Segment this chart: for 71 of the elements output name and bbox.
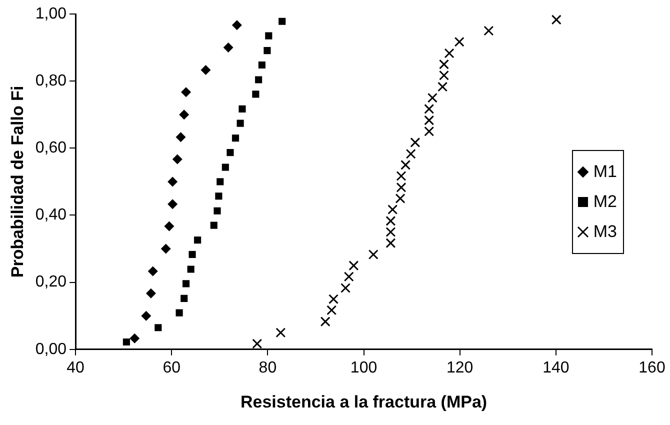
point (236, 120, 244, 127)
point (130, 333, 140, 344)
point (223, 42, 234, 53)
legend-label: M2 (593, 191, 617, 213)
point (278, 18, 286, 25)
x-tick-label: 140 (542, 359, 570, 376)
point (215, 192, 222, 200)
y-axis-title: Probabilidad de Fallo Fi (8, 86, 27, 278)
point (168, 176, 178, 187)
point (551, 14, 562, 25)
point (276, 328, 286, 338)
point (182, 280, 190, 288)
point (344, 272, 354, 282)
point (320, 316, 330, 327)
point (264, 47, 271, 54)
x-tick-label: 120 (446, 359, 474, 376)
point (164, 221, 174, 232)
point (252, 338, 262, 349)
point (427, 92, 438, 103)
legend-label: M3 (593, 221, 617, 243)
point (179, 110, 190, 120)
point (400, 160, 411, 170)
point (348, 260, 359, 271)
y-tick-label: 1,00 (35, 5, 67, 22)
point (454, 36, 464, 47)
point (148, 266, 158, 276)
y-tick-label: 0,40 (35, 206, 67, 224)
x-tick-label: 60 (162, 359, 181, 376)
point (340, 283, 351, 294)
point (232, 134, 240, 142)
y-tick-label: 0,80 (35, 72, 67, 90)
point (172, 154, 182, 164)
x-tick-label: 100 (350, 359, 378, 376)
point (255, 76, 262, 84)
point (187, 266, 194, 273)
y-tick-label: 0,60 (35, 140, 67, 157)
point (258, 61, 266, 69)
point (210, 222, 218, 229)
point (406, 148, 416, 159)
x-tick-label: 160 (638, 359, 666, 376)
x-axis-title: Resistencia a la fractura (MPa) (240, 392, 488, 412)
point (368, 249, 378, 260)
point (226, 148, 234, 156)
point (222, 164, 229, 171)
point (444, 48, 454, 58)
point (141, 310, 152, 321)
point (265, 32, 272, 40)
x-tick-label: 40 (66, 359, 85, 376)
point (200, 65, 211, 76)
point (252, 90, 260, 98)
point (238, 105, 246, 112)
point (232, 20, 242, 30)
point (216, 178, 224, 186)
point (214, 207, 221, 214)
point (160, 244, 171, 254)
point (180, 294, 188, 302)
point (176, 309, 183, 316)
point (122, 338, 130, 346)
point (410, 137, 420, 148)
point (181, 87, 192, 98)
legend-label: M1 (593, 161, 617, 183)
point (194, 236, 202, 244)
point (484, 26, 494, 36)
point (146, 288, 156, 298)
x-tick-label: 80 (258, 359, 277, 376)
point (154, 324, 162, 332)
point (176, 132, 186, 142)
y-tick-label: 0,00 (35, 340, 67, 358)
point (188, 250, 196, 258)
point (168, 199, 178, 210)
y-tick-label: 0,20 (35, 274, 67, 291)
